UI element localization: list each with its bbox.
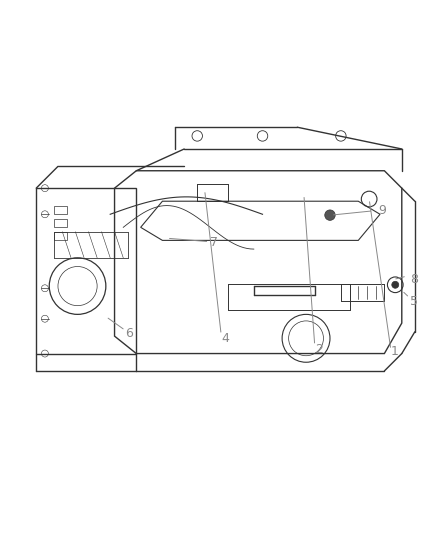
Text: 5: 5 <box>410 295 418 308</box>
Text: 9: 9 <box>378 204 386 217</box>
Text: 1: 1 <box>391 345 399 358</box>
Circle shape <box>325 210 335 220</box>
Bar <box>53 232 67 240</box>
Circle shape <box>392 281 399 288</box>
Text: 7: 7 <box>210 236 218 249</box>
Text: 2: 2 <box>315 343 323 356</box>
Text: 4: 4 <box>221 332 229 345</box>
Text: 8: 8 <box>410 273 418 286</box>
Bar <box>53 206 67 214</box>
Text: 6: 6 <box>125 327 133 341</box>
Bar <box>53 219 67 228</box>
